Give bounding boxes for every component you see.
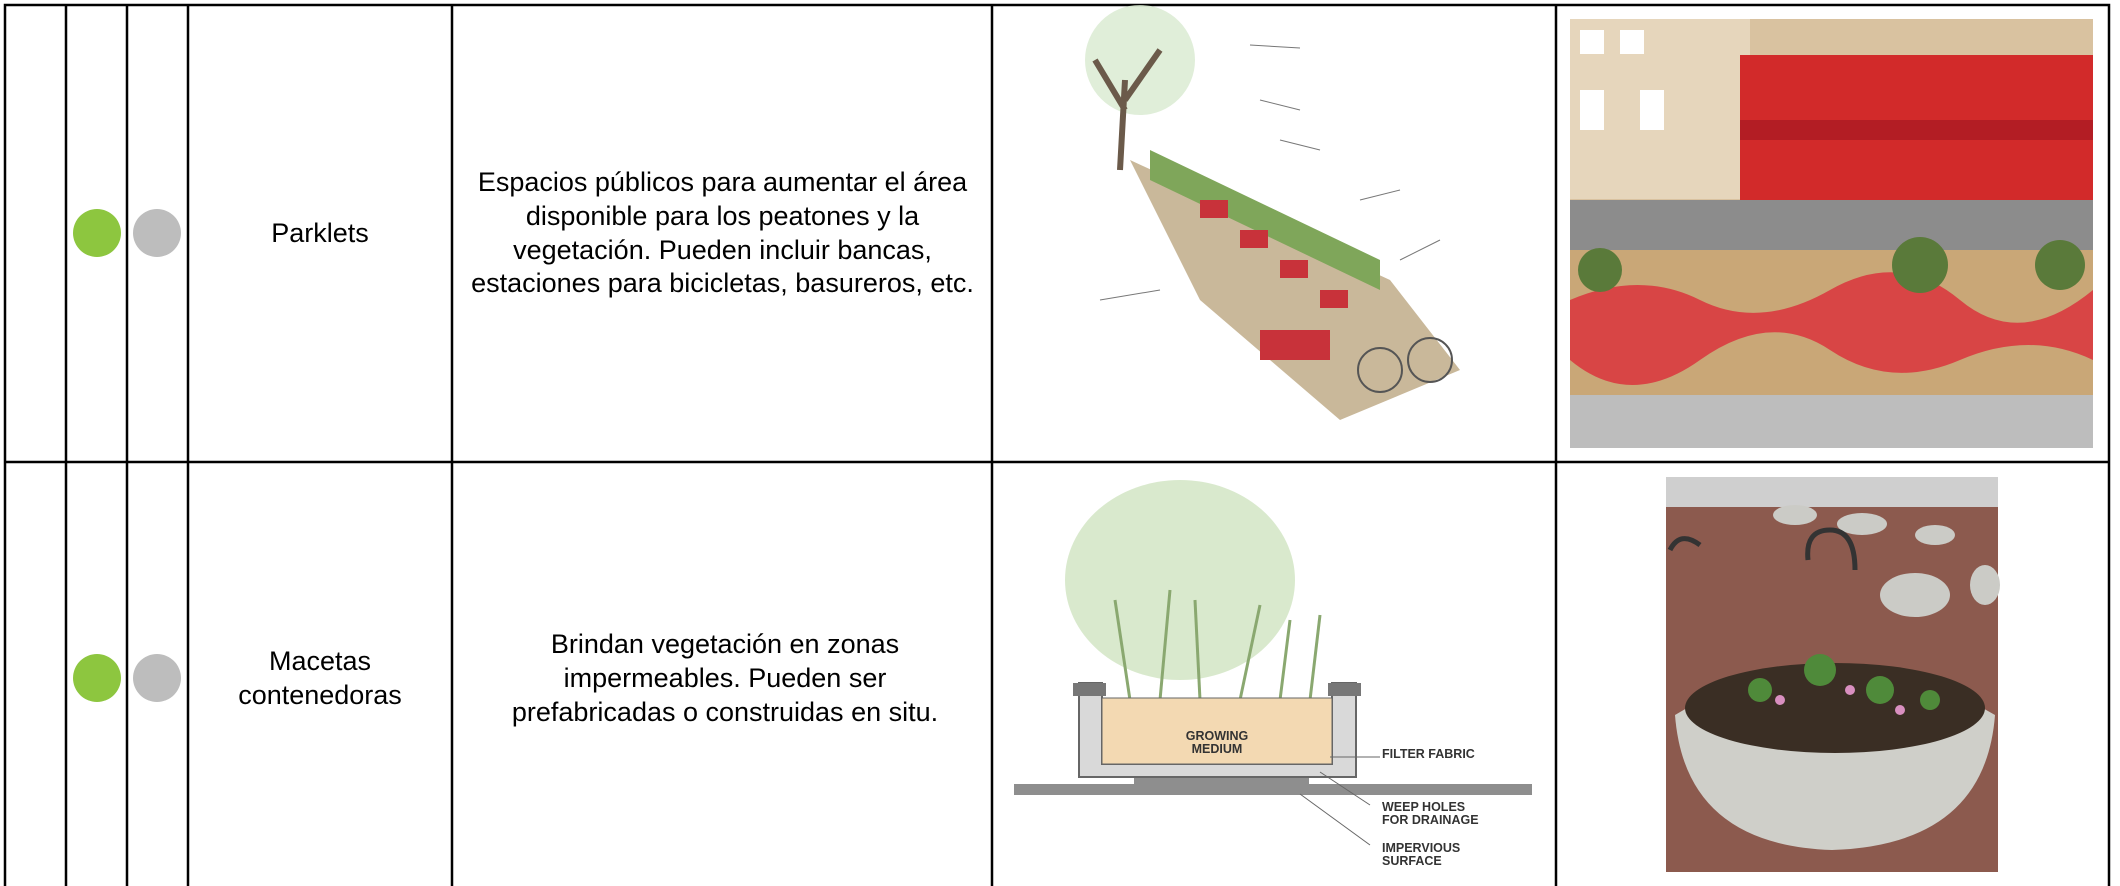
row-description: Espacios públicos para aumentar el área …	[471, 167, 974, 299]
parklet-sketch	[1085, 5, 1460, 420]
row-description: Brindan vegetación en zonas impermeables…	[511, 629, 939, 727]
row-name: Parklets	[271, 217, 369, 248]
planter-diagram	[1014, 480, 1532, 846]
diagram-label: IMPERVIOUS SURFACE	[1382, 841, 1461, 869]
indicators	[73, 209, 181, 702]
diagram-label: GROWING MEDIUM	[1185, 729, 1249, 757]
diagram-label: WEEP HOLES FOR DRAINAGE	[1382, 800, 1479, 828]
row-name: Macetas contenedoras	[238, 646, 402, 710]
diagram-label: FILTER FABRIC	[1382, 747, 1475, 761]
planter-photo	[1666, 477, 2000, 872]
parklet-photo	[1570, 19, 2093, 448]
table-grid	[3, 3, 2111, 886]
